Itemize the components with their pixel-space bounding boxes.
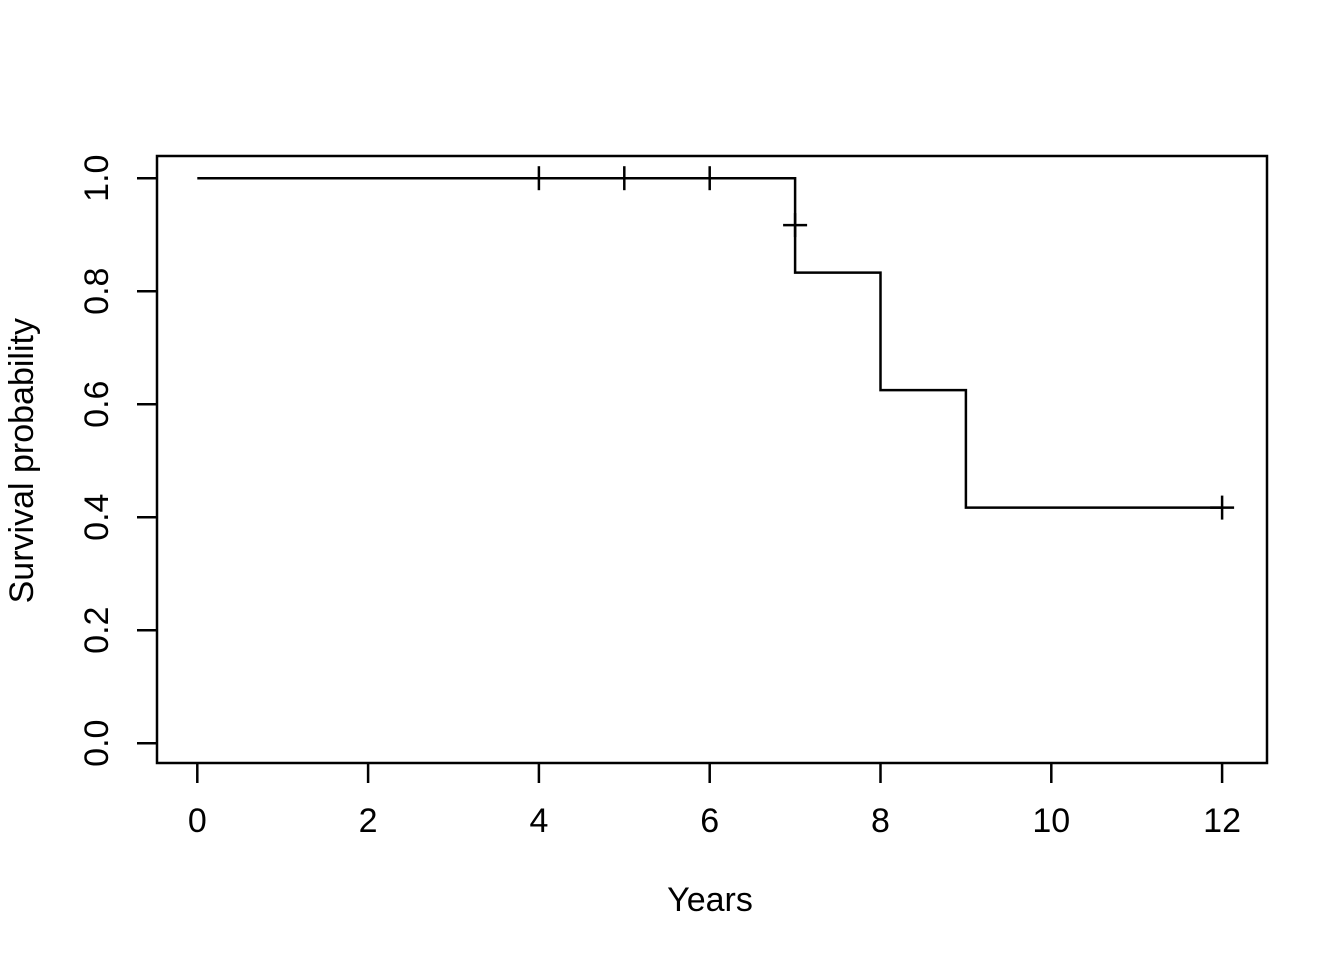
- x-tick-label: 10: [1032, 802, 1070, 840]
- censor-marks: [526, 166, 1235, 520]
- y-axis-title: Survival probability: [3, 318, 41, 603]
- x-axis: 0 2 4 6 8 10 12: [188, 763, 1241, 840]
- survival-curve: [197, 176, 1223, 509]
- censor-mark: [612, 166, 637, 191]
- plot-border: [155, 154, 1269, 765]
- censor-mark: [526, 166, 551, 191]
- y-tick-label: 0.4: [78, 494, 116, 541]
- y-tick-label: 0.2: [78, 607, 116, 654]
- y-tick-label: 0.0: [78, 720, 116, 767]
- x-tick-label: 2: [359, 802, 378, 840]
- y-axis: 0.0 0.2 0.4 0.6 0.8 1.0: [78, 155, 157, 767]
- x-tick-label: 8: [871, 802, 890, 840]
- y-tick-label: 1.0: [78, 155, 116, 202]
- x-tick-label: 12: [1203, 802, 1241, 840]
- y-tick-label: 0.6: [78, 381, 116, 428]
- y-tick-label: 0.8: [78, 268, 116, 315]
- x-axis-title: Years: [667, 881, 753, 919]
- censor-mark: [783, 213, 808, 238]
- censor-mark: [697, 166, 722, 191]
- x-tick-label: 0: [188, 802, 207, 840]
- x-tick-label: 4: [529, 802, 548, 840]
- x-tick-label: 6: [700, 802, 719, 840]
- censor-mark: [1210, 495, 1235, 520]
